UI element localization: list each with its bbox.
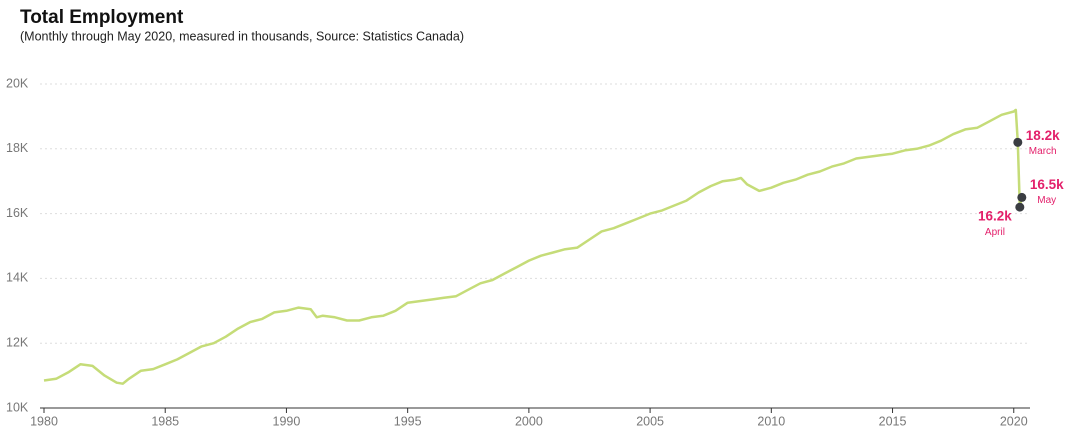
x-tick-label: 1995 [394,414,422,428]
annotation-label: March [1029,146,1057,157]
chart-title: Total Employment [20,7,184,28]
y-tick-label: 12K [6,335,29,349]
x-tick-label: 2000 [515,414,543,428]
line-series [43,108,1024,385]
annotation-value: 18.2k [1026,128,1060,143]
y-tick-label: 20K [6,76,29,90]
x-tick-label: 2010 [757,414,785,428]
x-tick-label: 2005 [636,414,664,428]
x-tick-label: 1985 [151,414,179,428]
annotation-value: 16.5k [1030,177,1064,192]
y-tick-label: 16K [6,206,29,220]
x-tick-label: 2015 [879,414,907,428]
chart-subtitle: (Monthly through May 2020, measured in t… [20,29,464,43]
highlight-point [1017,192,1027,202]
x-tick-label: 1990 [273,414,301,428]
x-tick-label: 1980 [30,414,58,428]
annotation-label: April [985,227,1005,238]
y-tick-label: 18K [6,141,29,155]
y-tick-label: 10K [6,400,29,414]
annotation-value: 16.2k [978,209,1012,224]
x-tick-label: 2020 [1000,414,1028,428]
y-tick-label: 14K [6,271,29,285]
highlight-point [1015,202,1025,212]
annotation-label: May [1037,195,1056,206]
highlight-point [1013,137,1023,147]
